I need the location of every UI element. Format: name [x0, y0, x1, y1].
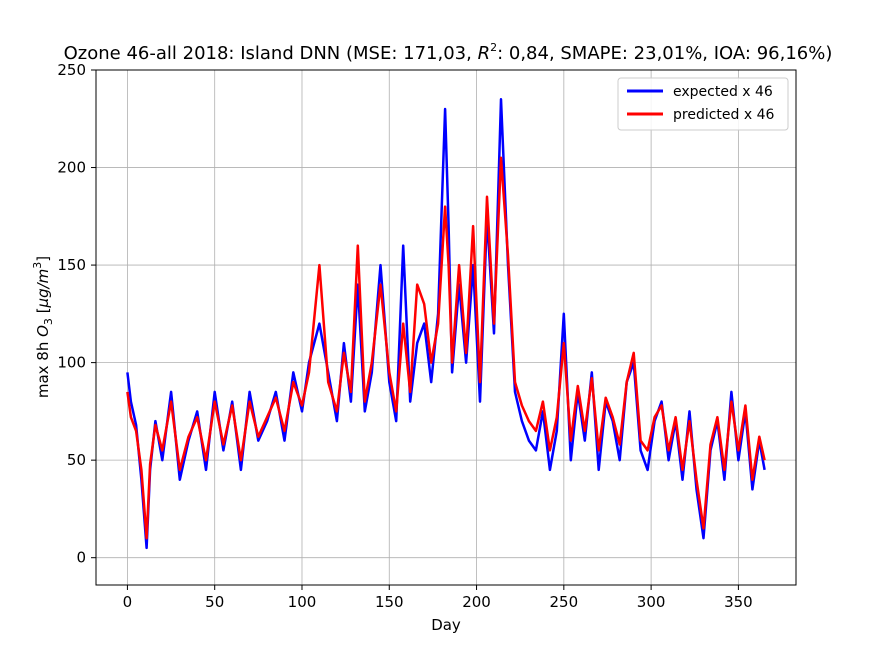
- legend: expected x 46 predicted x 46: [617, 77, 789, 131]
- y-tick-label: 250: [57, 61, 86, 79]
- x-tick-label: 250: [550, 593, 579, 611]
- series-line-predicted: [126, 156, 766, 540]
- y-tick-label: 200: [57, 159, 86, 177]
- x-tick-label: 0: [123, 593, 133, 611]
- y-tick-label: 150: [57, 256, 86, 274]
- chart-title: Ozone 46-all 2018: Island DNN (MSE: 171,…: [64, 41, 833, 64]
- legend-label-predicted: predicted x 46: [673, 107, 775, 123]
- x-axis-label: Day: [431, 616, 461, 634]
- legend-label-expected: expected x 46: [673, 84, 773, 100]
- x-tick-label: 350: [724, 593, 753, 611]
- y-tick-label: 100: [57, 354, 86, 372]
- y-axis-label: max 8h O3 [µg/m3]: [31, 256, 55, 398]
- y-tick-label: 0: [76, 549, 86, 567]
- x-tick-label: 200: [462, 593, 491, 611]
- x-tick-label: 100: [288, 593, 317, 611]
- x-tick-label: 50: [205, 593, 224, 611]
- x-tick-label: 300: [637, 593, 666, 611]
- series-lines: [126, 98, 766, 550]
- plot-frame: [95, 69, 797, 586]
- y-tick-label: 50: [67, 451, 86, 469]
- axis-ticks: 0 50 100 150 200 250 300 350 0 50 100 150 200 250: [57, 61, 752, 611]
- x-tick-label: 150: [375, 593, 404, 611]
